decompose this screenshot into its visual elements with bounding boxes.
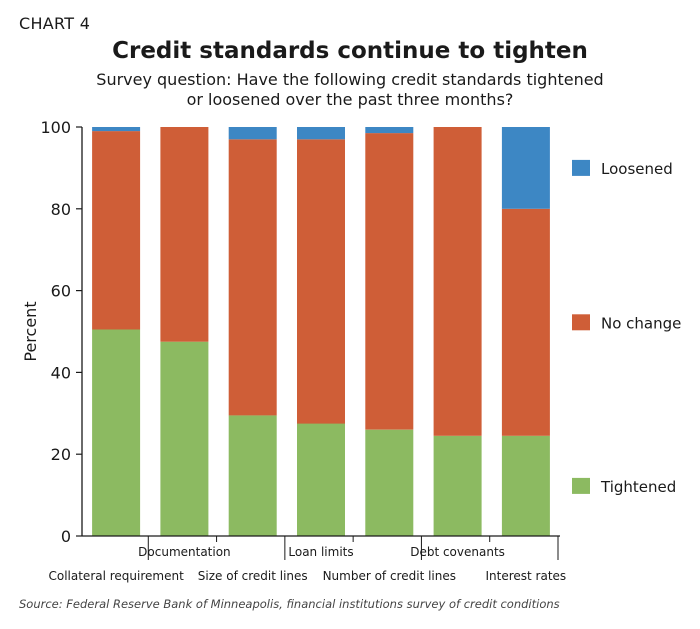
y-tick-label: 100 [40, 118, 71, 137]
x-tick-label: Collateral requirement [48, 569, 184, 583]
y-tick-label: 0 [61, 527, 71, 546]
y-axis-label: Percent [21, 301, 40, 361]
bar-segment [160, 341, 209, 536]
legend-swatch [572, 159, 590, 176]
y-tick-label: 20 [51, 445, 71, 464]
source-note: Source: Federal Reserve Bank of Minneapo… [19, 597, 560, 611]
bar-segment [92, 127, 141, 132]
bar-segment [92, 131, 141, 330]
bar-segment [228, 127, 277, 140]
bar-segment [365, 429, 414, 536]
x-tick-label: Loan limits [288, 545, 353, 559]
y-tick-label: 80 [51, 200, 71, 219]
bar-segment [501, 208, 550, 436]
x-tick-label: Size of credit lines [198, 569, 308, 583]
x-tick-label: Interest rates [486, 569, 567, 583]
bar-segment [433, 435, 482, 536]
bar-segment [433, 127, 482, 436]
bar-segment [365, 127, 414, 134]
legend-label: Tightened [600, 478, 676, 496]
bar-segment [297, 127, 345, 140]
y-tick-label: 60 [51, 282, 71, 301]
legend-label: No change [601, 314, 681, 332]
x-tick-label: Debt covenants [410, 545, 505, 559]
chart-number: CHART 4 [19, 14, 91, 33]
chart-subtitle: Survey question: Have the following cred… [0, 70, 700, 110]
legend-swatch [572, 314, 590, 331]
bar-segment [297, 139, 345, 424]
legend-swatch [572, 477, 590, 494]
y-tick-label: 40 [51, 363, 71, 382]
legend-label: Loosened [601, 160, 673, 178]
x-tick-label: Documentation [138, 545, 231, 559]
bar-segment [297, 423, 345, 536]
chart-title: Credit standards continue to tighten [112, 38, 588, 64]
bar-segment [501, 435, 550, 536]
subtitle-line-2: or loosened over the past three months? [186, 90, 514, 109]
bar-segment [365, 133, 414, 430]
subtitle-line-1: Survey question: Have the following cred… [96, 70, 604, 89]
bar-segment [160, 127, 209, 342]
bar-segment [228, 415, 277, 536]
bar-segment [228, 139, 277, 416]
bar-segment [501, 127, 550, 209]
x-tick-label: Number of credit lines [323, 569, 456, 583]
bar-segment [92, 329, 141, 536]
